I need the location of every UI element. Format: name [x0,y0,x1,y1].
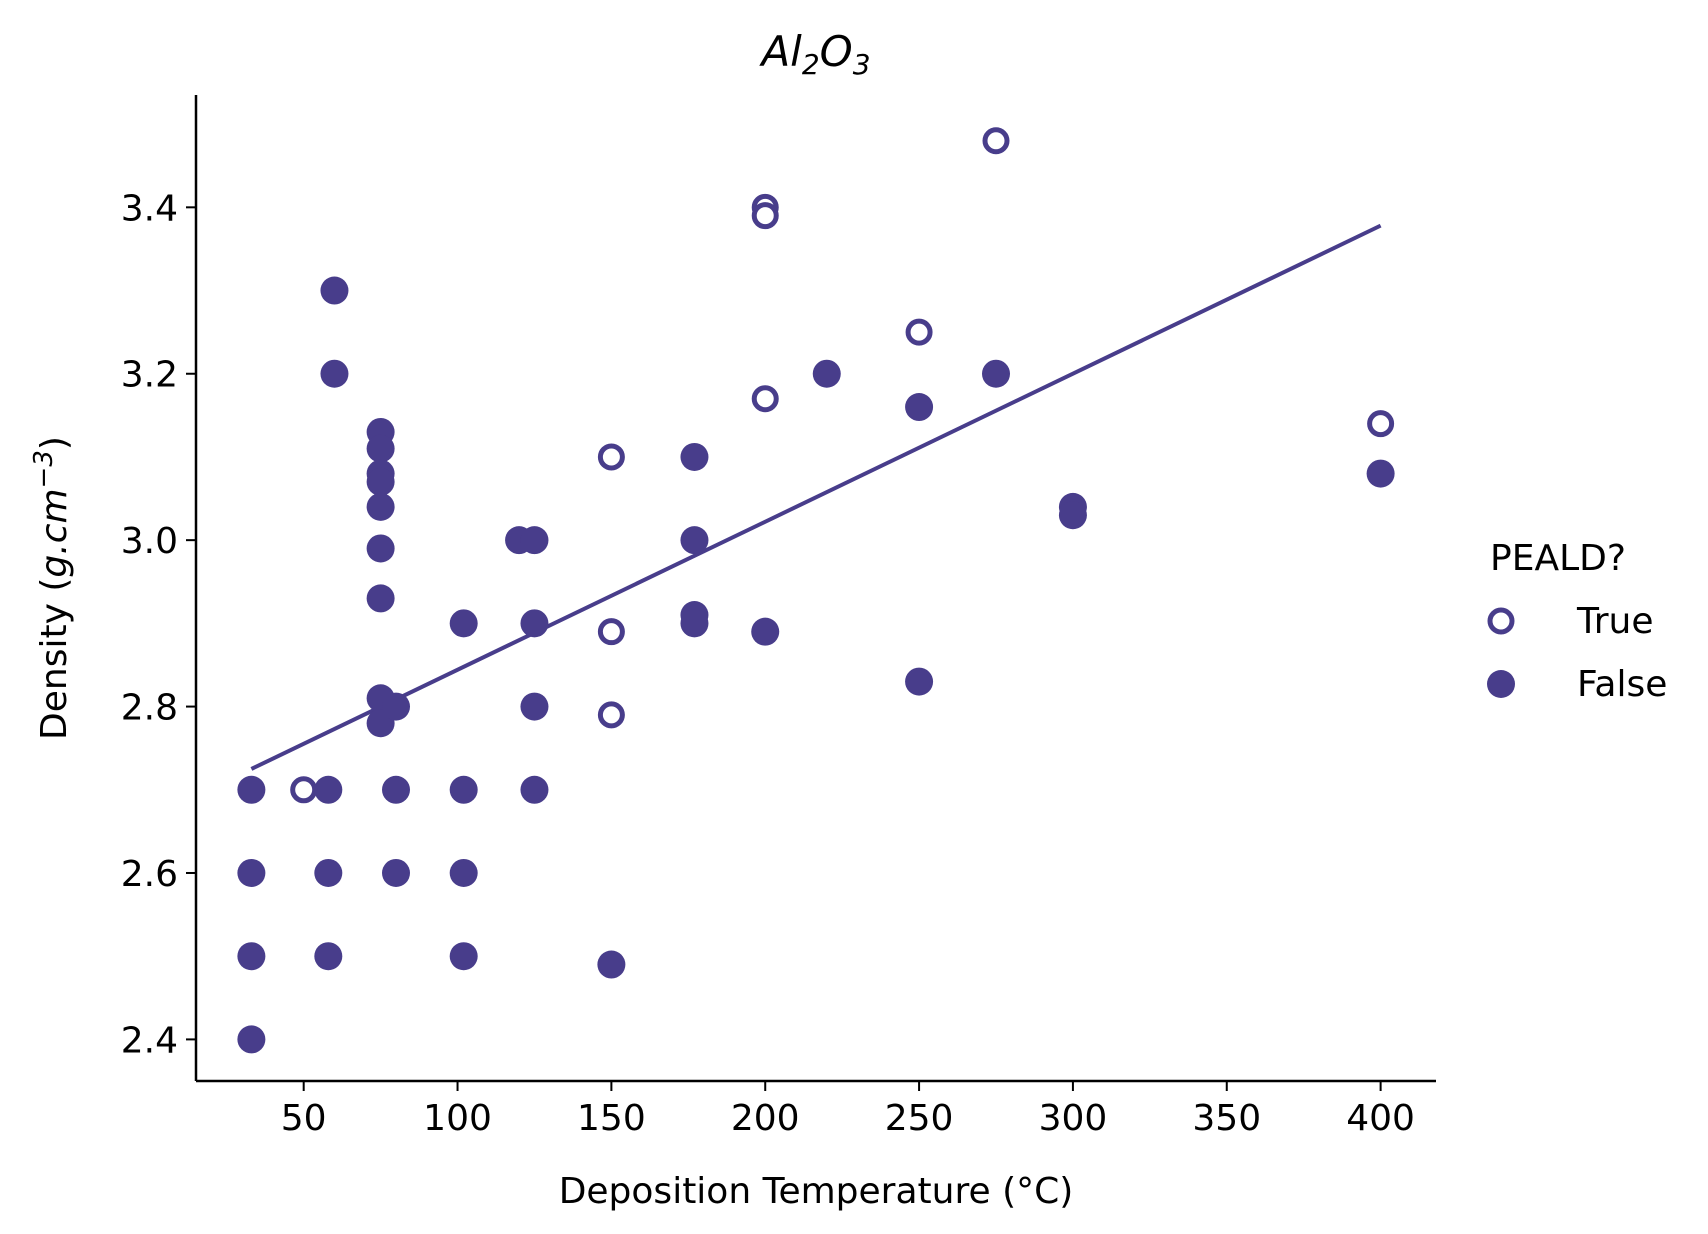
data-point-false [366,467,395,496]
data-point-false [449,942,478,971]
y-axis-label: Density (g.cm−3) [29,436,75,740]
x-tick-label: 150 [577,1098,646,1139]
x-ticks: 50 100 150 200 250 300 350 400 [281,1081,1415,1139]
data-point-false [314,775,343,804]
data-point-false [1366,459,1395,488]
data-point-false [237,942,266,971]
data-point-false [366,434,395,463]
data-point-false [366,534,395,563]
regression-line-layer [250,223,1382,771]
data-point-false [812,359,841,388]
legend-marker-false [1487,670,1515,698]
data-point-false [382,692,410,721]
regression-line [250,223,1382,771]
data-point-true [597,618,625,646]
legend-label-true: True [1576,601,1653,642]
data-point-true [597,443,625,471]
data-point-false [982,359,1010,388]
x-tick-label: 100 [423,1098,492,1139]
legend-label-false: False [1577,664,1667,705]
data-point-false [520,775,549,804]
data-point-false [449,609,478,638]
y-ticks: 2.4 2.6 2.8 3.0 3.2 3.4 [121,188,196,1061]
data-point-true [751,202,779,230]
data-point-true [905,318,933,346]
data-point-false [366,584,395,613]
y-tick-label: 2.6 [121,854,178,895]
data-point-true [290,776,318,804]
data-point-true [1367,410,1395,438]
data-points-layer [237,127,1395,1054]
legend-marker-true [1487,607,1515,635]
data-point-false [320,276,349,305]
data-point-false [449,775,478,804]
data-point-false [905,393,934,422]
data-point-false [320,359,349,388]
legend-title: PEALD? [1490,538,1626,579]
chart-title: Al2O3 [758,27,870,81]
data-point-false [382,858,410,887]
data-point-false [237,775,266,804]
x-tick-label: 50 [281,1098,327,1139]
y-tick-label: 3.2 [121,355,178,396]
y-tick-label: 2.8 [121,688,178,729]
legend: PEALD? True False [1487,538,1667,705]
x-tick-label: 350 [1192,1098,1261,1139]
data-point-false [520,526,549,555]
data-point-false [597,950,626,979]
data-point-false [314,942,343,971]
data-point-false [314,858,343,887]
data-point-false [237,858,266,887]
data-point-false [1058,501,1087,530]
y-tick-label: 3.0 [121,521,178,562]
data-point-false [680,442,709,471]
x-tick-label: 300 [1039,1098,1108,1139]
data-point-false [680,609,709,638]
data-point-false [520,692,549,721]
data-point-false [366,492,395,521]
data-point-true [597,701,625,729]
data-point-false [751,617,780,646]
data-point-false [382,775,410,804]
x-tick-label: 200 [731,1098,800,1139]
x-tick-label: 400 [1346,1098,1415,1139]
x-tick-label: 250 [885,1098,954,1139]
data-point-false [237,1025,266,1054]
data-point-false [680,526,709,555]
data-point-false [905,667,934,696]
data-point-false [449,858,478,887]
y-tick-label: 3.4 [121,188,178,229]
x-axis-label: Deposition Temperature (°C) [559,1171,1074,1212]
data-point-true [982,127,1010,155]
data-point-false [520,609,549,638]
data-point-true [751,385,779,413]
y-tick-label: 2.4 [121,1020,178,1061]
